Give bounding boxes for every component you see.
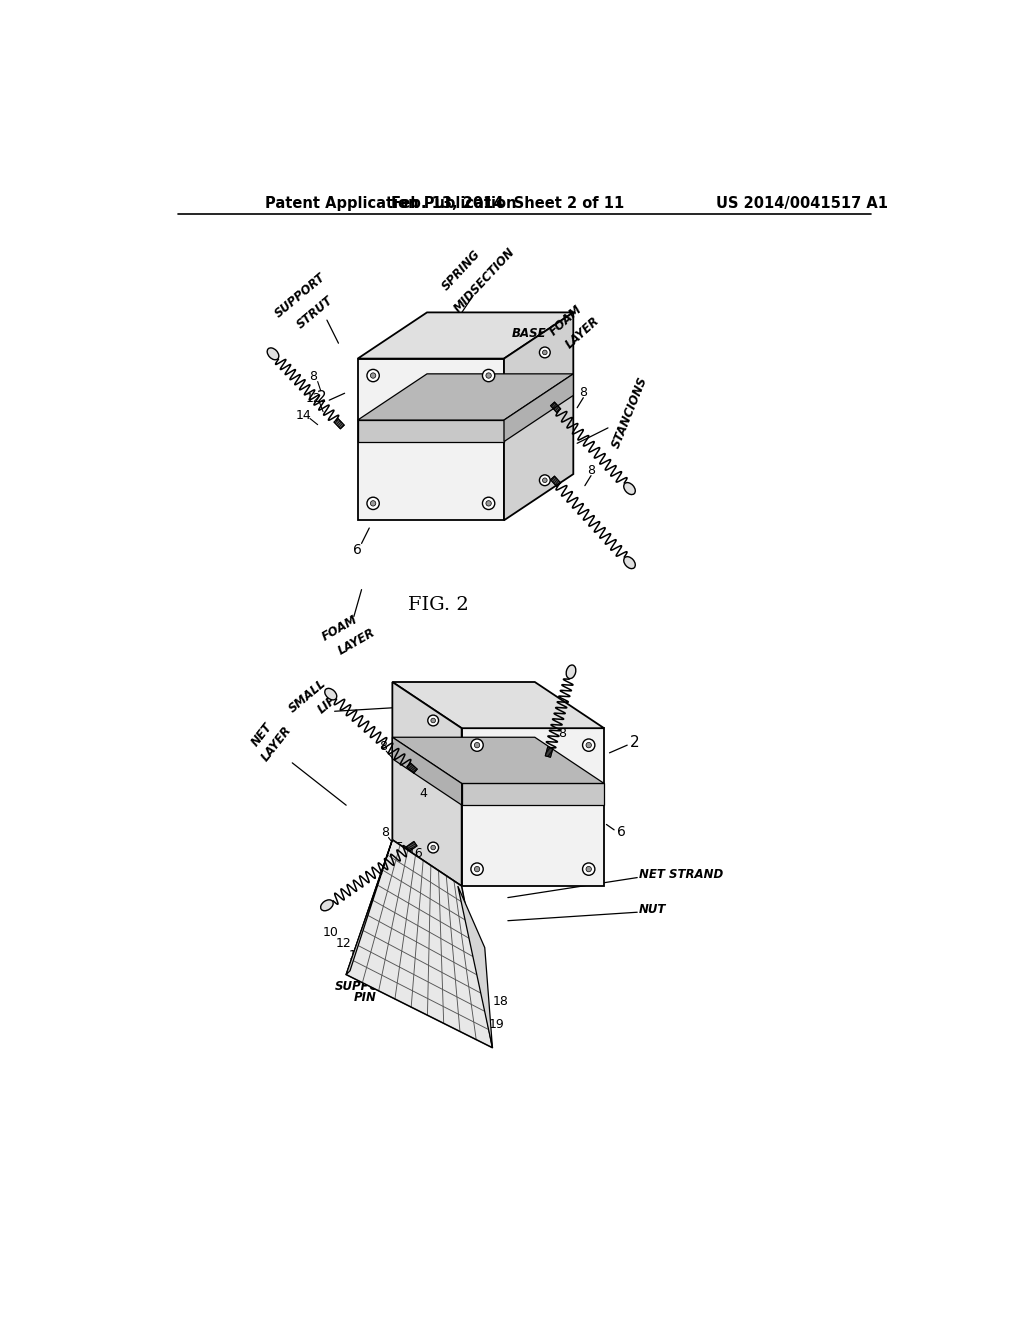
Text: BASE: BASE [512,327,547,341]
Text: 6: 6 [617,825,627,840]
Text: LAYER: LAYER [259,723,295,764]
Text: 15: 15 [388,841,404,854]
Polygon shape [504,374,573,442]
Polygon shape [462,784,604,805]
Circle shape [543,350,547,355]
Ellipse shape [267,348,279,360]
Text: 16: 16 [408,847,423,861]
Text: 10: 10 [373,424,389,437]
Circle shape [543,478,547,483]
Text: SUPPORT: SUPPORT [272,271,328,321]
Polygon shape [392,682,462,886]
Text: 14: 14 [296,409,311,422]
Text: LIP: LIP [315,693,340,717]
Text: NUT: NUT [639,903,667,916]
Text: 12: 12 [336,937,351,950]
Polygon shape [462,729,604,886]
Text: 7: 7 [426,428,435,442]
Circle shape [586,742,592,748]
Text: STANCIONS: STANCIONS [609,375,650,450]
Text: Feb. 13, 2014  Sheet 2 of 11: Feb. 13, 2014 Sheet 2 of 11 [391,195,625,211]
Circle shape [367,370,379,381]
Text: 8: 8 [558,727,565,741]
Text: 6: 6 [353,543,362,557]
Ellipse shape [624,483,635,495]
Text: 8: 8 [309,371,317,383]
Text: 2: 2 [630,734,640,750]
Polygon shape [392,738,462,805]
Circle shape [583,739,595,751]
Circle shape [471,739,483,751]
Text: STRUT: STRUT [295,293,336,331]
Text: 19: 19 [488,1018,504,1031]
Text: 4: 4 [419,787,427,800]
Text: FOAM: FOAM [547,302,585,338]
Text: SPRING: SPRING [440,247,483,293]
Circle shape [371,500,376,506]
Circle shape [428,715,438,726]
Polygon shape [357,359,504,520]
Text: Patent Application Publication: Patent Application Publication [265,195,517,211]
Circle shape [540,475,550,486]
Ellipse shape [566,665,575,678]
Text: 18: 18 [493,995,508,1008]
Text: PIN: PIN [354,991,377,1005]
Circle shape [367,498,379,510]
Text: 8: 8 [587,463,595,477]
Text: 10: 10 [323,925,339,939]
Text: 8: 8 [379,741,387,752]
Circle shape [540,347,550,358]
Circle shape [482,370,495,381]
Text: 12: 12 [305,392,321,405]
Circle shape [474,866,480,871]
Circle shape [486,500,492,506]
Polygon shape [346,840,392,974]
Circle shape [471,863,483,875]
Ellipse shape [321,900,333,911]
Circle shape [428,842,438,853]
Polygon shape [357,313,573,359]
Text: 8: 8 [580,385,588,399]
Ellipse shape [325,688,337,700]
Circle shape [474,742,480,748]
Text: FIG. 2: FIG. 2 [408,597,469,614]
Circle shape [371,372,376,379]
Polygon shape [504,313,573,520]
Circle shape [586,866,592,871]
Text: LAYER: LAYER [563,314,602,351]
Text: 7a: 7a [426,768,443,781]
Polygon shape [346,840,493,1048]
Circle shape [486,372,492,379]
Text: 2: 2 [316,389,327,405]
Polygon shape [357,420,504,442]
Text: FOAM: FOAM [319,612,360,643]
Text: 14: 14 [348,949,365,962]
Text: FIG. 3: FIG. 3 [389,929,451,946]
Text: 8: 8 [381,825,389,838]
Text: SUPPORT: SUPPORT [335,979,396,993]
Text: LAYER: LAYER [335,626,377,657]
Polygon shape [392,682,604,729]
Circle shape [431,845,435,850]
Polygon shape [392,738,604,784]
Polygon shape [458,886,493,1048]
Text: MIDSECTION: MIDSECTION [452,246,518,315]
Circle shape [431,718,435,723]
Circle shape [583,863,595,875]
Text: 17: 17 [431,888,446,902]
Text: US 2014/0041517 A1: US 2014/0041517 A1 [716,195,888,211]
Circle shape [482,498,495,510]
Text: NET: NET [249,721,274,748]
Ellipse shape [624,557,635,569]
Polygon shape [357,374,573,420]
Text: NET STRAND: NET STRAND [639,869,723,880]
Text: SMALL: SMALL [287,677,329,715]
